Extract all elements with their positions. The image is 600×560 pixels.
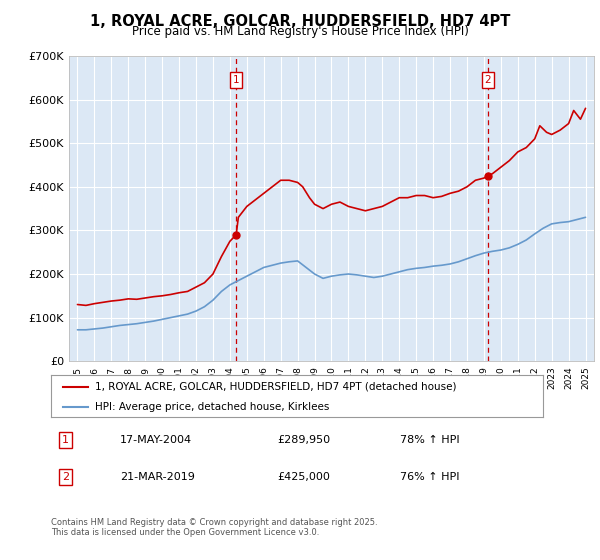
Text: 2: 2 xyxy=(62,472,70,482)
Text: £425,000: £425,000 xyxy=(277,472,330,482)
Text: 1, ROYAL ACRE, GOLCAR, HUDDERSFIELD, HD7 4PT: 1, ROYAL ACRE, GOLCAR, HUDDERSFIELD, HD7… xyxy=(90,14,510,29)
Text: 17-MAY-2004: 17-MAY-2004 xyxy=(120,435,192,445)
Text: 1, ROYAL ACRE, GOLCAR, HUDDERSFIELD, HD7 4PT (detached house): 1, ROYAL ACRE, GOLCAR, HUDDERSFIELD, HD7… xyxy=(95,382,457,392)
Text: 1: 1 xyxy=(233,75,239,85)
Text: Contains HM Land Registry data © Crown copyright and database right 2025.
This d: Contains HM Land Registry data © Crown c… xyxy=(51,518,377,538)
Text: £289,950: £289,950 xyxy=(277,435,331,445)
Text: 76% ↑ HPI: 76% ↑ HPI xyxy=(400,472,460,482)
Text: HPI: Average price, detached house, Kirklees: HPI: Average price, detached house, Kirk… xyxy=(95,402,329,412)
Text: 21-MAR-2019: 21-MAR-2019 xyxy=(120,472,195,482)
Text: 2: 2 xyxy=(484,75,491,85)
Text: 1: 1 xyxy=(62,435,69,445)
Text: 78% ↑ HPI: 78% ↑ HPI xyxy=(400,435,460,445)
Text: Price paid vs. HM Land Registry's House Price Index (HPI): Price paid vs. HM Land Registry's House … xyxy=(131,25,469,38)
